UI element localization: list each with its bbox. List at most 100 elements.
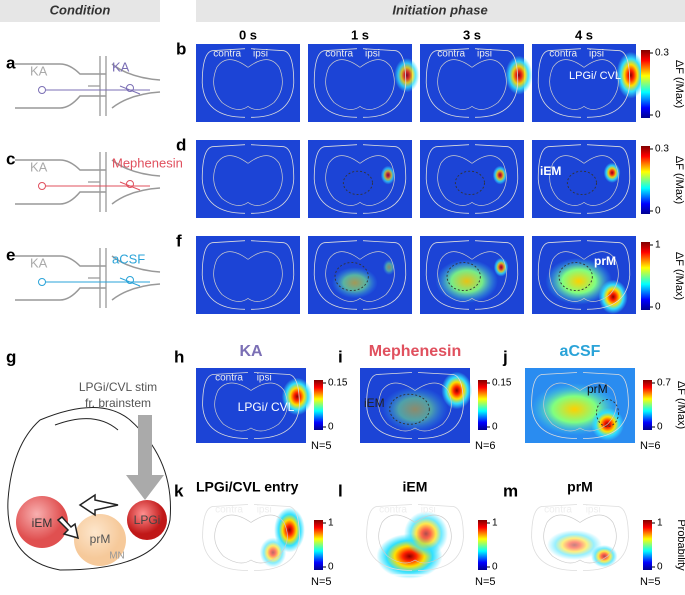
heatmap	[525, 368, 635, 443]
side-label: ipsi	[477, 49, 492, 60]
header: Initiation phase	[392, 2, 487, 17]
nucleus	[74, 514, 126, 566]
caption: fr. brainstem	[85, 396, 151, 410]
colorbar-tick-label: 0	[657, 562, 663, 573]
header-bar	[0, 0, 160, 22]
gray-matter	[325, 251, 395, 302]
panel-title: prM	[567, 479, 593, 495]
colorbar-tick-label: 0.15	[492, 378, 512, 389]
panel-letter: h	[174, 347, 184, 366]
gray-matter	[437, 155, 507, 206]
nucleus	[127, 500, 167, 540]
heat-blob	[331, 267, 378, 299]
colorbar	[641, 242, 650, 310]
schematic-label: KA	[30, 255, 48, 270]
colorbar-tick-label: 0	[655, 302, 661, 313]
colorbar	[478, 520, 487, 570]
heat-blob	[616, 51, 646, 99]
heatmap-bg	[532, 140, 636, 218]
cord-outline	[425, 144, 519, 214]
arrow	[56, 515, 79, 540]
heatmap	[308, 140, 412, 218]
cord-outline	[202, 504, 300, 571]
panel-letter: e	[6, 245, 15, 264]
region-outline	[446, 262, 481, 292]
side-label: ipsi	[257, 505, 272, 516]
colorbar-label: ΔF (/Max)	[673, 156, 685, 204]
cord-outline	[425, 240, 519, 310]
panel-title: aCSF	[560, 343, 601, 360]
schematic-label: KA	[112, 59, 130, 74]
heat-blob	[598, 279, 628, 314]
gray-matter	[543, 382, 617, 432]
panel-letter: a	[6, 53, 16, 72]
nucleus-label: MN	[109, 551, 125, 562]
colorbar	[314, 380, 323, 430]
neuron-soma	[126, 180, 134, 188]
neuron	[45, 181, 150, 191]
gray-matter	[325, 155, 395, 206]
cord-outline	[366, 504, 464, 571]
heatmap	[532, 44, 646, 122]
heat-blob	[382, 386, 448, 432]
neuron-soma	[38, 278, 46, 286]
mask-bg	[195, 499, 307, 576]
heatmap-bg	[196, 140, 300, 218]
heat-blob	[382, 259, 396, 276]
gray-matter	[213, 251, 283, 302]
colorbar-tick-label: 0	[492, 422, 498, 433]
cord-outline	[531, 372, 629, 439]
cord-outline	[201, 240, 295, 310]
cord-outline	[313, 48, 407, 118]
heatmap	[532, 236, 636, 314]
annotation: iEM	[540, 164, 561, 178]
panel-letter: j	[502, 347, 508, 366]
colorbar-tick-label: 1	[492, 518, 498, 529]
schematic-label: KA	[30, 159, 48, 174]
colorbar-tick-label: 0	[655, 110, 661, 121]
heatmap	[420, 44, 533, 122]
schematic-body	[15, 255, 161, 301]
colorbar	[478, 380, 487, 430]
stim-arrow	[126, 415, 164, 500]
colorbar	[643, 380, 652, 430]
panel-letter: b	[176, 39, 186, 58]
schematic-bracket	[88, 56, 107, 116]
heatmap	[196, 368, 313, 443]
gray-matter	[549, 251, 619, 302]
colorbar-tick-label: 1	[657, 518, 663, 529]
gray-matter	[378, 382, 452, 432]
panel-title: LPGi/CVL entry	[196, 479, 299, 495]
side-label: ipsi	[421, 505, 436, 516]
side-label: contra	[379, 505, 407, 516]
annotation: prM	[594, 254, 616, 268]
heatmap	[532, 140, 636, 218]
region-outline	[566, 170, 597, 196]
side-label: contra	[549, 49, 577, 60]
gray-matter	[549, 59, 619, 110]
heat-blob	[435, 259, 498, 304]
colorbar-tick-label: 1	[328, 518, 334, 529]
n-label: N=6	[475, 440, 496, 452]
gray-matter	[437, 59, 507, 110]
region-outline	[596, 399, 619, 427]
gray-matter	[214, 514, 288, 564]
panel-letter: k	[174, 481, 184, 500]
heatmap	[196, 44, 300, 122]
side-label: contra	[215, 373, 243, 384]
caption: LPGi/CVL stim	[79, 380, 157, 394]
panel-title: iEM	[403, 479, 428, 495]
heatmap-bg	[308, 140, 412, 218]
header-bar	[196, 0, 685, 22]
mask-bg	[359, 499, 471, 576]
heatmap	[196, 500, 306, 575]
panel-title: KA	[239, 343, 263, 360]
heat-blob	[394, 58, 420, 93]
heat-blob	[441, 371, 473, 410]
colorbar-tick-label: 0.7	[657, 378, 671, 389]
mask-bg	[524, 499, 636, 576]
region-outline	[558, 262, 593, 292]
heat-blob	[547, 530, 602, 560]
panel-letter: g	[6, 347, 16, 366]
